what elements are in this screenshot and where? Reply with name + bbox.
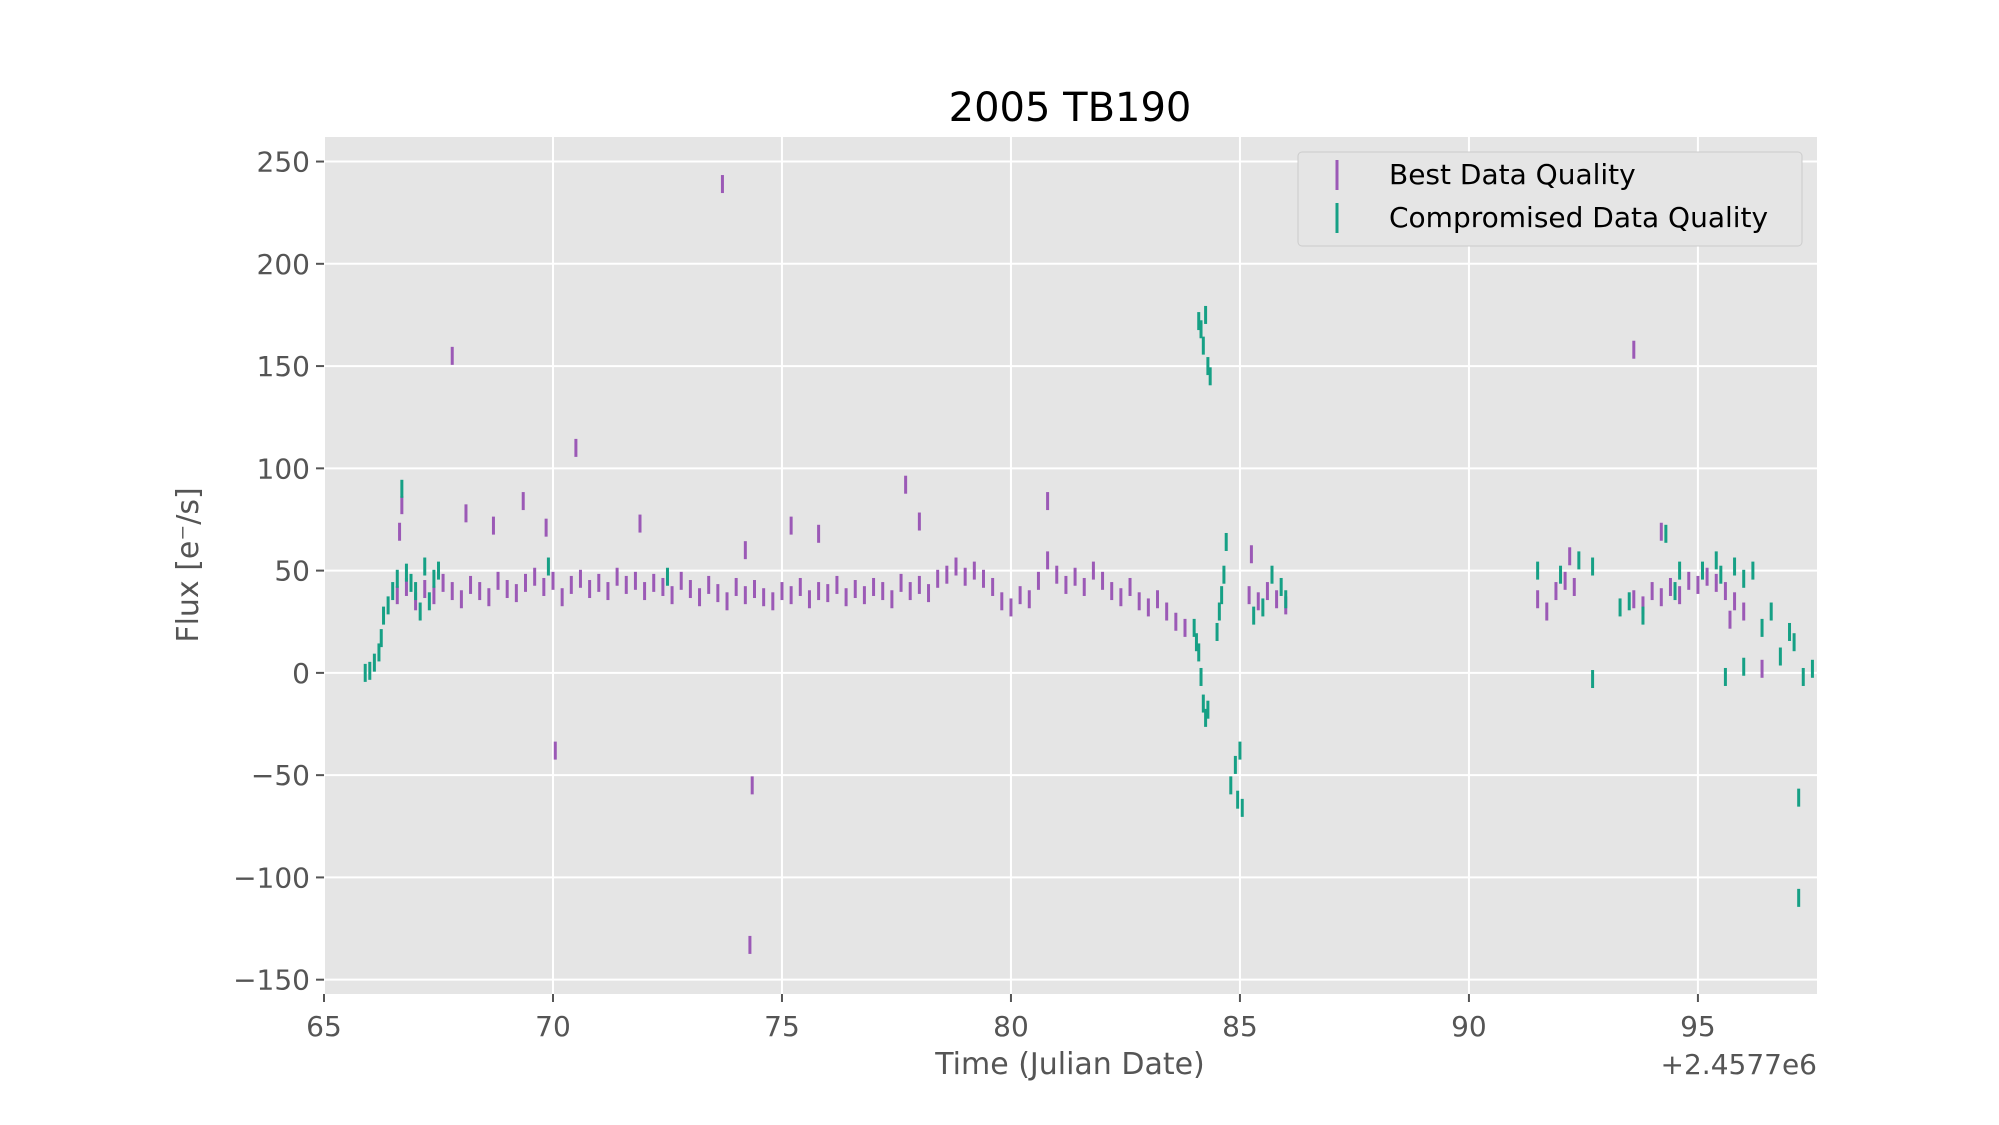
y-tick-label: 150: [257, 350, 310, 383]
x-tick-label: 90: [1451, 1010, 1487, 1043]
y-tick-label: 200: [257, 248, 310, 281]
x-tick-label: 75: [764, 1010, 800, 1043]
y-tick-label: 50: [274, 555, 310, 588]
series-best-data-quality: [395, 175, 1764, 954]
y-tick-label: −50: [251, 759, 310, 792]
grid-lines: [323, 137, 1817, 994]
x-tick-label: 95: [1680, 1010, 1716, 1043]
x-tick-label: 65: [306, 1010, 342, 1043]
y-tick-label: 100: [257, 452, 310, 485]
legend-box: [1297, 151, 1803, 247]
x-tick-label: 70: [535, 1010, 571, 1043]
data-points: [363, 175, 1814, 954]
y-tick-label: 0: [292, 657, 310, 690]
legend-label-best: Best Data Quality: [1389, 158, 1636, 191]
legend-label-compromised: Compromised Data Quality: [1389, 201, 1768, 234]
y-tick-label: −100: [233, 861, 310, 894]
legend: Best Data Quality Compromised Data Quali…: [1297, 151, 1803, 247]
y-tick-label: 250: [257, 146, 310, 179]
x-axis-offset-label: +2.4577e6: [1661, 1048, 1817, 1081]
series-compromised-data-quality: [363, 305, 1814, 907]
x-axis-ticks: 65 70 75 80 85 90 95: [306, 994, 1716, 1043]
plot-area: [324, 137, 1817, 994]
x-tick-label: 85: [1222, 1010, 1258, 1043]
x-tick-label: 80: [993, 1010, 1029, 1043]
y-axis-ticks: 250 200 150 100 50 0 −50 −100 −150: [233, 146, 324, 997]
chart-title: 2005 TB190: [949, 85, 1192, 131]
y-axis-label: Flux [e⁻/s]: [171, 487, 206, 642]
x-axis-label: Time (Julian Date): [934, 1047, 1205, 1082]
y-tick-label: −150: [233, 964, 310, 997]
